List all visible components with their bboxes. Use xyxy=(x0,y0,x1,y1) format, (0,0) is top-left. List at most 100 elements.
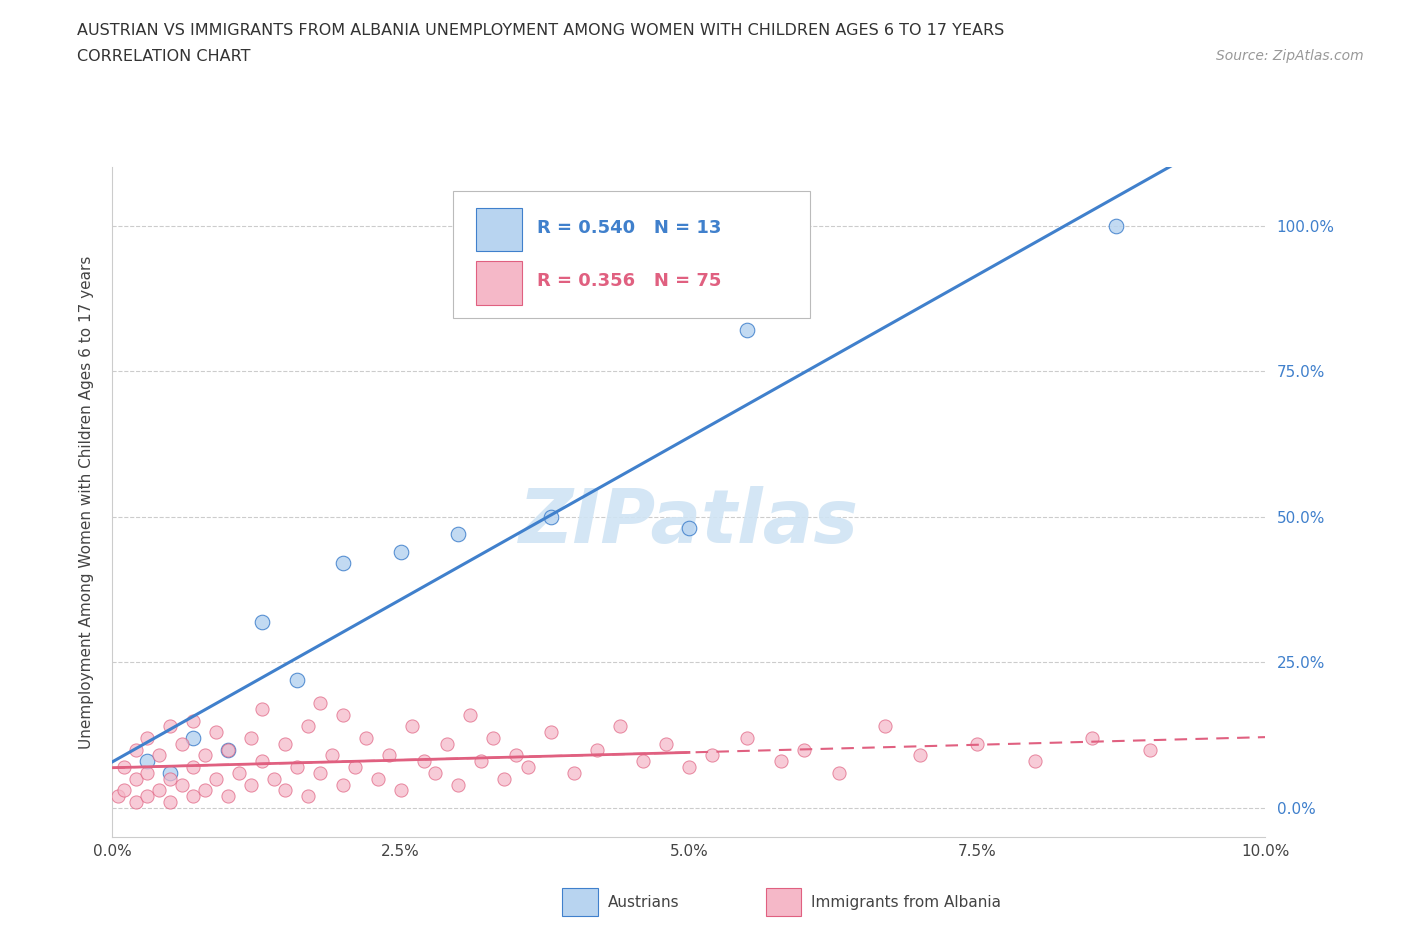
Point xyxy=(678,760,700,775)
Point xyxy=(309,696,332,711)
Point xyxy=(124,794,146,809)
Text: R = 0.356   N = 75: R = 0.356 N = 75 xyxy=(537,272,721,290)
Point xyxy=(412,754,434,769)
Point xyxy=(252,754,274,769)
Point xyxy=(1139,742,1161,757)
Point xyxy=(112,783,135,798)
Point xyxy=(389,544,412,559)
Point xyxy=(401,719,423,734)
Point xyxy=(124,742,146,757)
Point xyxy=(136,754,159,769)
Point xyxy=(107,789,129,804)
Point xyxy=(735,731,758,746)
Point xyxy=(181,760,204,775)
Point xyxy=(1104,219,1126,233)
Point xyxy=(159,765,181,780)
Point xyxy=(482,731,505,746)
Point xyxy=(297,719,319,734)
Point xyxy=(252,701,274,716)
Point xyxy=(425,765,447,780)
Point xyxy=(263,771,285,786)
Bar xyxy=(475,261,522,305)
Point xyxy=(332,556,354,571)
Point xyxy=(332,777,354,792)
Point xyxy=(494,771,516,786)
Point xyxy=(239,731,262,746)
Point xyxy=(354,731,377,746)
Y-axis label: Unemployment Among Women with Children Ages 6 to 17 years: Unemployment Among Women with Children A… xyxy=(79,256,94,749)
Text: AUSTRIAN VS IMMIGRANTS FROM ALBANIA UNEMPLOYMENT AMONG WOMEN WITH CHILDREN AGES : AUSTRIAN VS IMMIGRANTS FROM ALBANIA UNEM… xyxy=(77,23,1004,38)
Point xyxy=(205,771,228,786)
Point xyxy=(159,794,181,809)
Point xyxy=(367,771,389,786)
Point xyxy=(136,789,159,804)
Point xyxy=(124,771,146,786)
Point xyxy=(170,737,193,751)
Point xyxy=(389,783,412,798)
Point xyxy=(1081,731,1104,746)
Point xyxy=(321,748,343,763)
Point xyxy=(828,765,851,780)
Point xyxy=(274,737,297,751)
Point xyxy=(136,731,159,746)
Point xyxy=(159,719,181,734)
Point xyxy=(112,760,135,775)
Point xyxy=(1024,754,1046,769)
Point xyxy=(217,742,239,757)
Point xyxy=(678,521,700,536)
Point xyxy=(274,783,297,798)
Point xyxy=(148,748,170,763)
Point xyxy=(285,760,308,775)
Point xyxy=(908,748,931,763)
Point xyxy=(470,754,492,769)
Point xyxy=(655,737,678,751)
Point xyxy=(194,748,217,763)
Text: CORRELATION CHART: CORRELATION CHART xyxy=(77,49,250,64)
Text: Immigrants from Albania: Immigrants from Albania xyxy=(811,895,1001,910)
Point xyxy=(343,760,366,775)
Point xyxy=(770,754,793,769)
Point xyxy=(194,783,217,798)
Point xyxy=(516,760,538,775)
Text: Austrians: Austrians xyxy=(607,895,679,910)
FancyBboxPatch shape xyxy=(453,191,810,318)
Point xyxy=(228,765,250,780)
Point xyxy=(700,748,723,763)
Point xyxy=(562,765,585,780)
Text: ZIPatlas: ZIPatlas xyxy=(519,485,859,559)
Point xyxy=(609,719,631,734)
Point xyxy=(159,771,181,786)
Point xyxy=(217,789,239,804)
Point xyxy=(540,724,562,739)
Bar xyxy=(475,207,522,251)
Point xyxy=(585,742,607,757)
Point xyxy=(735,323,758,338)
Point xyxy=(239,777,262,792)
Point xyxy=(505,748,527,763)
Point xyxy=(447,777,470,792)
Text: R = 0.540   N = 13: R = 0.540 N = 13 xyxy=(537,219,721,236)
Point xyxy=(631,754,654,769)
Point xyxy=(181,713,204,728)
Point xyxy=(436,737,458,751)
Point xyxy=(793,742,815,757)
Point xyxy=(148,783,170,798)
Point xyxy=(285,672,308,687)
Point xyxy=(309,765,332,780)
Point xyxy=(378,748,401,763)
Point xyxy=(966,737,988,751)
Point xyxy=(447,526,470,541)
Point xyxy=(181,789,204,804)
Point xyxy=(297,789,319,804)
Point xyxy=(136,765,159,780)
Point xyxy=(170,777,193,792)
Point xyxy=(873,719,896,734)
Point xyxy=(458,708,481,723)
Point xyxy=(217,742,239,757)
Point xyxy=(540,510,562,525)
Text: Source: ZipAtlas.com: Source: ZipAtlas.com xyxy=(1216,49,1364,63)
Point xyxy=(181,731,204,746)
Point xyxy=(252,614,274,629)
Point xyxy=(205,724,228,739)
Point xyxy=(332,708,354,723)
